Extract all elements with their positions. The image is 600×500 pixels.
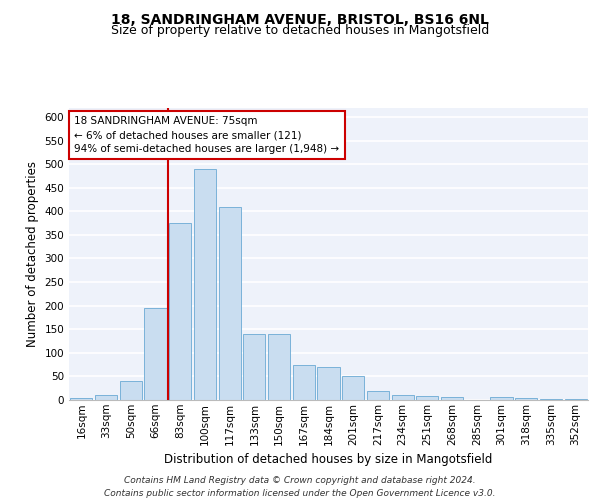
Text: 18 SANDRINGHAM AVENUE: 75sqm
← 6% of detached houses are smaller (121)
94% of se: 18 SANDRINGHAM AVENUE: 75sqm ← 6% of det… (74, 116, 340, 154)
Bar (565, 398, 587, 400)
Bar (515, 398, 538, 400)
Bar (490, 397, 512, 400)
Bar (540, 398, 562, 400)
Text: Size of property relative to detached houses in Mangotsfield: Size of property relative to detached ho… (111, 24, 489, 37)
X-axis label: Distribution of detached houses by size in Mangotsfield: Distribution of detached houses by size … (164, 453, 493, 466)
Bar (342, 376, 364, 400)
Bar (268, 334, 290, 400)
Bar (392, 395, 414, 400)
Y-axis label: Number of detached properties: Number of detached properties (26, 161, 39, 347)
Bar (416, 396, 439, 400)
Bar (317, 367, 340, 400)
Bar (293, 364, 315, 400)
Bar (95, 396, 117, 400)
Text: Contains HM Land Registry data © Crown copyright and database right 2024.
Contai: Contains HM Land Registry data © Crown c… (104, 476, 496, 498)
Text: 18, SANDRINGHAM AVENUE, BRISTOL, BS16 6NL: 18, SANDRINGHAM AVENUE, BRISTOL, BS16 6N… (111, 12, 489, 26)
Bar (367, 390, 389, 400)
Bar (119, 381, 142, 400)
Bar (218, 206, 241, 400)
Bar (70, 398, 92, 400)
Bar (243, 334, 265, 400)
Bar (194, 169, 216, 400)
Bar (441, 396, 463, 400)
Bar (145, 308, 167, 400)
Bar (169, 223, 191, 400)
